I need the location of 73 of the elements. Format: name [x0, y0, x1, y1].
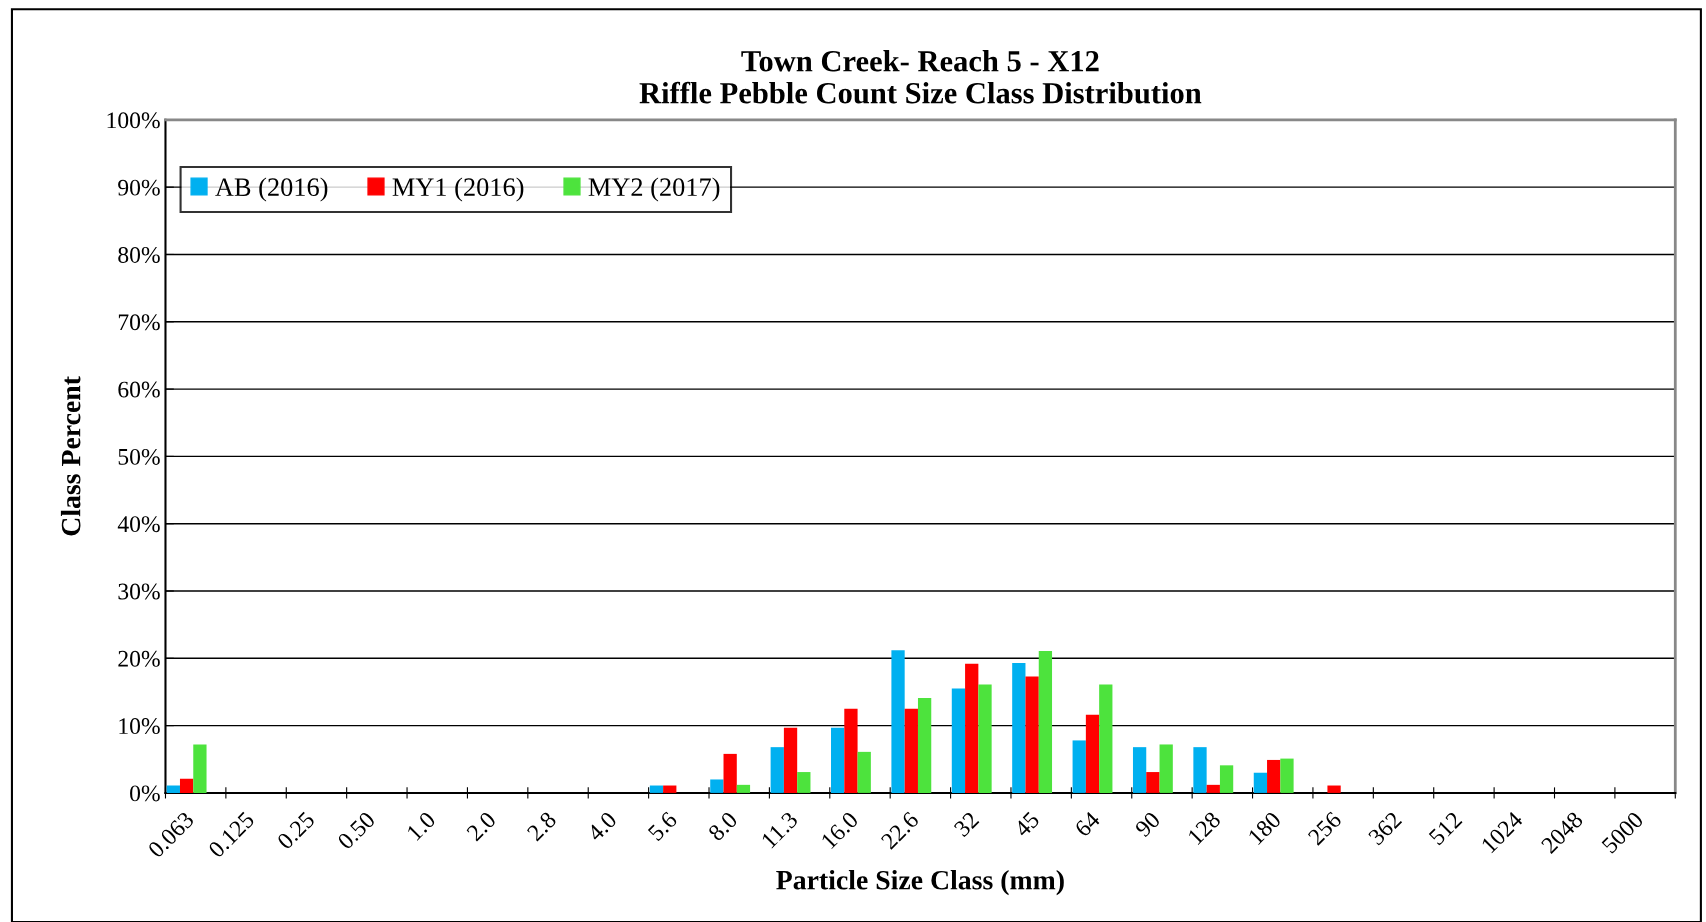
bar [857, 751, 871, 793]
x-tick-label: 128 [1187, 810, 1222, 846]
bar [193, 744, 207, 793]
y-tick-label: 80% [118, 246, 160, 263]
y-tick-label: 30% [118, 583, 160, 600]
x-tick-label: 2.8 [526, 810, 558, 842]
bar [736, 784, 751, 793]
y-tick-label: 20% [118, 650, 160, 667]
legend-label: AB (2016) [215, 177, 328, 202]
bar [710, 779, 724, 793]
chart-title: Town Creek- Reach 5 - X12 Riffle Pebble Count Size Class Distribution [639, 50, 1202, 104]
x-tick-label: 512 [1428, 811, 1463, 846]
x-tick-label: 0.50 [336, 810, 376, 851]
y-tick-label: 10% [119, 718, 160, 735]
bar [1219, 765, 1234, 793]
bar [891, 650, 905, 793]
x-tick-label: 256 [1307, 810, 1343, 846]
x-tick-label: 11.3 [760, 810, 799, 849]
y-axis-title: Class Percent [60, 376, 81, 536]
x-tick-label: 0.25 [276, 810, 316, 851]
bar [844, 708, 858, 793]
y-tick-label: 90% [118, 179, 160, 196]
bar [1146, 772, 1160, 793]
bar [917, 698, 932, 793]
bar [904, 708, 918, 793]
bar [649, 785, 664, 793]
x-tick-label: 2.0 [465, 810, 497, 842]
bar [1132, 747, 1147, 793]
bar [663, 785, 677, 793]
x-axis-title: Particle Size Class (mm) [776, 870, 1064, 896]
x-tick-label: 180 [1247, 810, 1282, 846]
bar [1025, 676, 1039, 793]
bar [1280, 758, 1294, 793]
x-tick-label: 32 [953, 811, 980, 838]
bar [1012, 663, 1026, 793]
y-tick-label: 100% [107, 112, 160, 129]
bar [1072, 740, 1086, 793]
bar [1193, 747, 1207, 793]
x-tick-label: 90 [1134, 810, 1161, 838]
bar [951, 688, 966, 793]
bar [1253, 772, 1268, 793]
bar [770, 747, 784, 793]
y-tick-label: 70% [118, 314, 160, 331]
x-tick-label: 8.0 [707, 810, 739, 842]
x-tick-label: 4.0 [586, 810, 618, 843]
bar [978, 684, 992, 793]
x-tick-label: 1.0 [406, 810, 437, 841]
bar [1099, 684, 1113, 793]
bar [1085, 714, 1100, 793]
x-tick-label: 5.6 [647, 810, 679, 842]
bar [797, 772, 811, 793]
bar [179, 778, 194, 793]
legend-label: MY1 (2016) [392, 177, 524, 202]
bar [166, 785, 180, 793]
bar [965, 663, 979, 793]
bar [831, 727, 845, 793]
legend-label: MY2 (2017) [588, 177, 720, 202]
x-tick-label: 64 [1074, 810, 1101, 838]
bar [1159, 744, 1173, 793]
bar [1327, 785, 1341, 793]
bar [1267, 759, 1281, 793]
bar [723, 753, 737, 793]
x-tick-label: 362 [1367, 811, 1403, 846]
bar [783, 727, 798, 793]
y-tick-label: 50% [118, 448, 160, 465]
bar [1206, 784, 1220, 793]
y-tick-label: 40% [117, 516, 160, 533]
bar [1038, 650, 1053, 793]
y-tick-label: 0% [130, 785, 160, 802]
y-tick-label: 60% [118, 381, 160, 398]
x-tick-label: 45 [1013, 810, 1041, 838]
x-tick-label: 22.6 [880, 810, 920, 851]
x-tick-label: 16.0 [820, 810, 860, 850]
